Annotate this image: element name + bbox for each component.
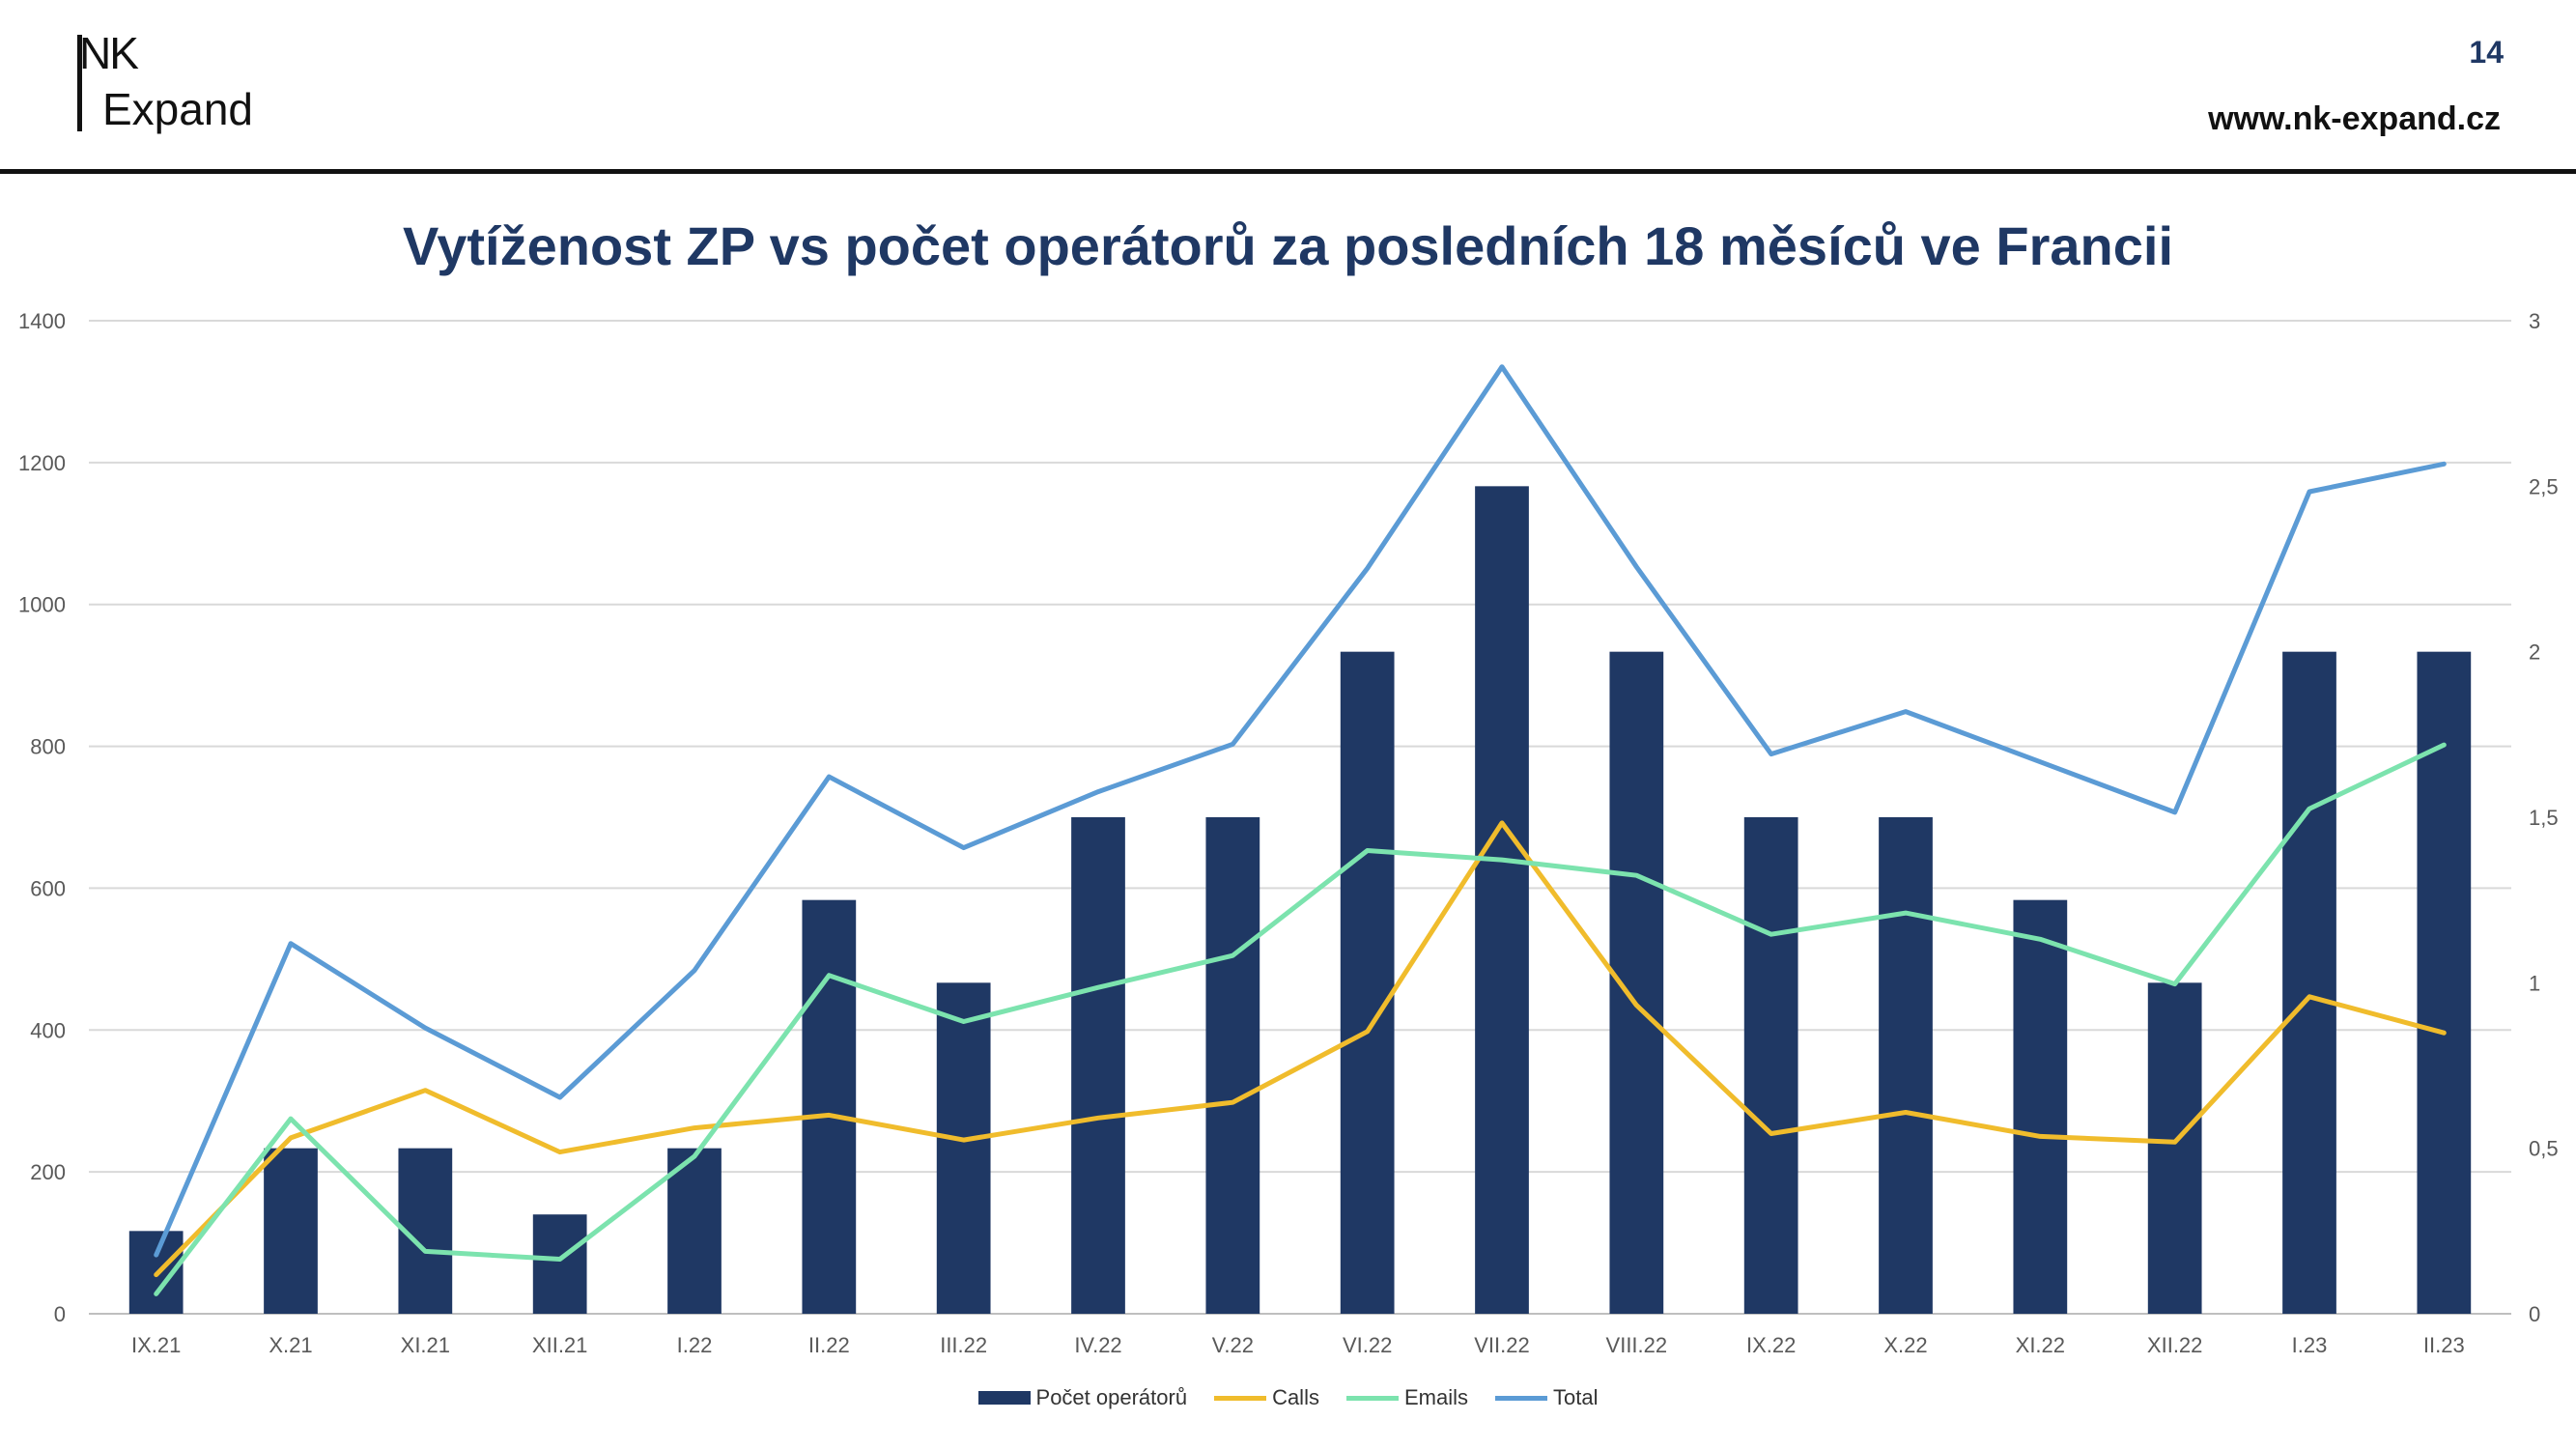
bar [2013,899,2068,1314]
chart-title: Vytíženost ZP vs počet operátorů za posl… [402,215,2173,276]
bar [2147,982,2202,1314]
legend-swatch [977,1391,1031,1405]
legend-swatch [1494,1395,1547,1401]
series-line-emails [154,742,2447,1296]
bar [2417,651,2472,1314]
y-right-tick-label: 1,5 [2529,806,2559,830]
x-tick-label: I.23 [2292,1333,2328,1357]
x-tick-label: V.22 [1212,1333,1254,1357]
bar [1879,817,1933,1314]
logo-wordmark: Expand [102,84,254,134]
bar [1071,817,1125,1314]
legend-label: Počet operátorů [1035,1385,1188,1409]
website-link[interactable]: www.nk-expand.cz [2208,100,2501,137]
x-tick-label: IV.22 [1074,1333,1121,1357]
legend-item: Calls [1214,1385,1319,1410]
logo-monogram: NK [79,28,139,78]
bar [802,899,857,1314]
header-divider [0,169,2576,174]
x-tick-label: XII.21 [532,1333,587,1357]
legend-label: Total [1552,1385,1599,1409]
legend-item: Total [1494,1385,1599,1410]
bar [532,1214,587,1314]
y-left-tick-label: 1200 [18,451,66,475]
bar [264,1148,318,1314]
x-tick-label: IX.22 [1746,1333,1796,1357]
x-tick-label: X.22 [1883,1333,1927,1357]
legend-swatch [1214,1395,1267,1401]
logo-bar [77,35,82,131]
y-left-tick-label: 0 [54,1302,66,1326]
y-left-tick-label: 400 [30,1018,66,1042]
bar [936,982,991,1314]
x-tick-label: VIII.22 [1606,1333,1668,1357]
legend-swatch [1345,1395,1399,1401]
nk-expand-logo: NK Expand [77,31,319,141]
x-tick-label: II.23 [2423,1333,2465,1357]
combo-chart: 0 200 400 600 800 1000 1200 1400 0 0,5 1 1,5 2 2,5 3 IX… [18,309,2559,1357]
y-right-tick-label: 0 [2529,1302,2540,1326]
x-tick-label: XII.22 [2147,1333,2202,1357]
y-right-tick-label: 3 [2529,309,2540,333]
bar [1205,817,1260,1314]
legend-label: Calls [1272,1385,1319,1409]
bar [1743,817,1798,1314]
y-right-tick-label: 2 [2529,640,2540,665]
x-tick-label: VII.22 [1474,1333,1529,1357]
x-tick-label: II.22 [808,1333,850,1357]
bar [2282,651,2336,1314]
legend-item: Emails [1345,1385,1468,1410]
x-tick-label: XI.21 [401,1333,450,1357]
y-left-tick-label: 1400 [18,309,66,333]
legend-item: Počet operátorů [977,1385,1188,1410]
x-tick-label: III.22 [940,1333,987,1357]
y-left-tick-label: 600 [30,876,66,900]
chart-legend: Počet operátorů Calls Emails Total [0,1385,2576,1410]
y-right-tick-label: 2,5 [2529,474,2559,498]
bar [1340,651,1395,1314]
y-right-tick-label: 1 [2529,971,2540,995]
x-tick-label: IX.21 [131,1333,181,1357]
bar [1475,486,1529,1314]
legend-label: Emails [1403,1385,1468,1409]
series-line-calls [154,820,2447,1278]
y-left-tick-label: 800 [30,735,66,759]
x-tick-label: XI.22 [2016,1333,2065,1357]
x-tick-label: VI.22 [1343,1333,1392,1357]
y-left-tick-label: 200 [30,1160,66,1184]
bar [667,1148,722,1314]
y-right-tick-label: 0,5 [2529,1137,2559,1161]
page-number: 14 [2469,35,2504,70]
x-tick-label: X.21 [269,1333,312,1357]
y-left-tick-label: 1000 [18,593,66,617]
x-tick-label: I.22 [677,1333,713,1357]
series-line-total [154,364,2447,1258]
